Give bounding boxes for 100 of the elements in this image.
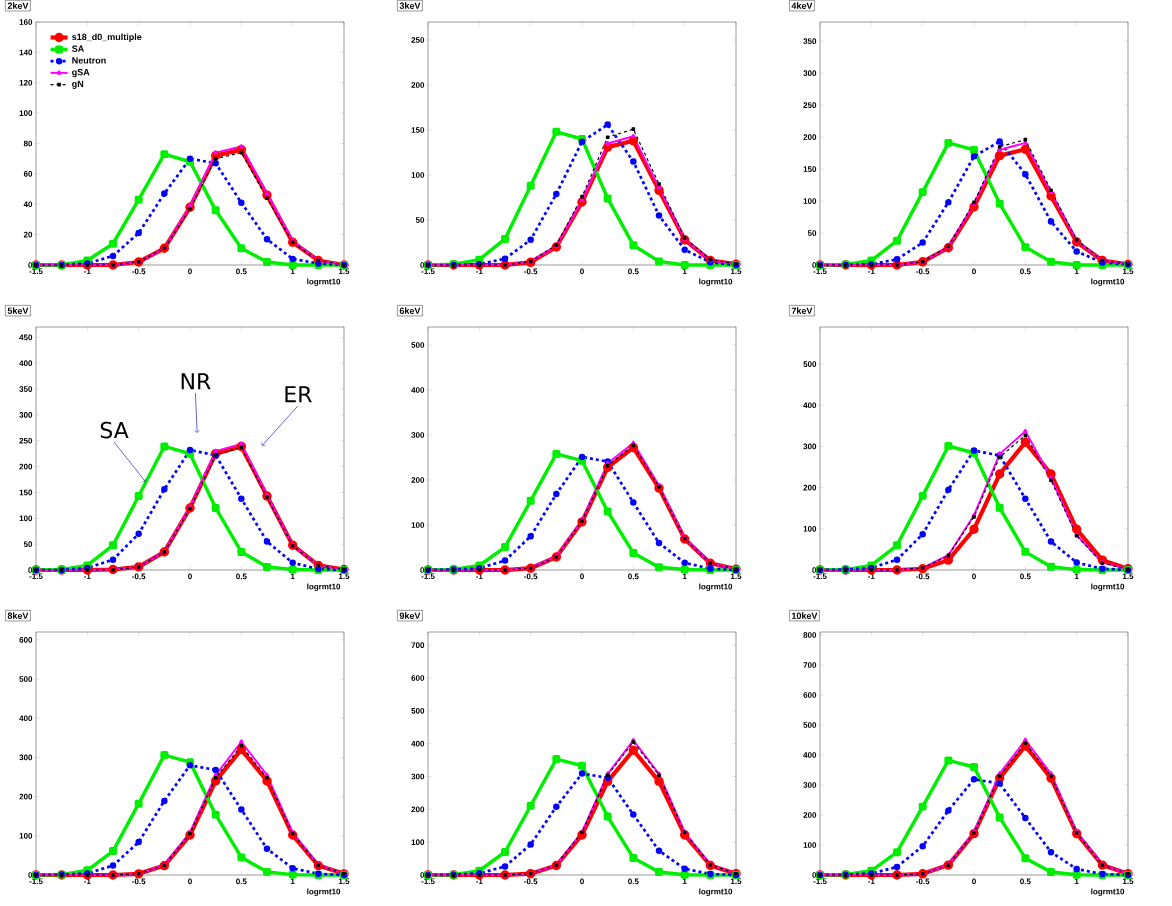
y-tick-label: 100: [803, 198, 817, 204]
x-tick-label: 1.5: [730, 268, 742, 275]
x-tick-label: 0: [188, 573, 192, 580]
y-tick-label: 600: [411, 675, 425, 681]
x-tick-label: -0.5: [916, 268, 930, 275]
chart-title: 8keV: [7, 612, 29, 619]
y-tick-label: 400: [411, 387, 425, 393]
x-tick-label: 0.5: [628, 268, 639, 275]
y-tick-label: 600: [803, 692, 817, 698]
x-tick-label: 1: [290, 878, 295, 885]
x-tick-label: 0: [188, 878, 192, 885]
x-tick-label: 0.5: [628, 878, 639, 885]
y-tick-label: 600: [19, 637, 33, 643]
y-tick-label: 700: [803, 662, 817, 668]
legend-label: gN: [72, 80, 84, 89]
x-axis-title: logrmt10: [307, 583, 341, 592]
y-tick-label: 200: [803, 812, 817, 818]
x-tick-label: -1.5: [29, 268, 43, 275]
x-tick-label: 1: [290, 573, 295, 580]
x-tick-label: 1.5: [730, 573, 742, 580]
x-tick-label: 1.5: [338, 268, 350, 275]
x-tick-label: 0.5: [1020, 573, 1031, 580]
x-tick-label: -0.5: [132, 878, 146, 885]
y-tick-label: 150: [803, 166, 817, 172]
annotation: NR: [181, 373, 211, 390]
y-tick-label: 200: [803, 484, 817, 491]
y-tick-label: 250: [411, 37, 425, 43]
y-tick-label: 200: [411, 82, 425, 88]
x-axis-title: logrmt10: [1091, 583, 1125, 592]
y-tick-label: 100: [411, 839, 425, 845]
x-tick-label: 1: [1074, 573, 1079, 580]
legend-label: gSA: [72, 68, 90, 78]
y-tick-label: 100: [19, 832, 33, 839]
y-tick-label: 0: [812, 567, 817, 573]
y-tick-label: 250: [19, 437, 33, 444]
x-tick-label: -0.5: [132, 268, 146, 275]
y-tick-label: 500: [803, 361, 817, 367]
y-tick-label: 100: [411, 522, 425, 528]
chart-title: 5keV: [7, 307, 29, 314]
x-tick-label: 0.5: [628, 573, 639, 580]
legend-label: Neutron: [72, 57, 106, 64]
y-tick-label: 0: [28, 567, 33, 573]
x-tick-label: -1: [476, 878, 483, 885]
y-tick-label: 120: [19, 79, 33, 86]
y-tick-label: 0: [812, 872, 817, 878]
y-tick-label: 0: [420, 567, 425, 573]
x-tick-label: -1.5: [29, 878, 43, 885]
x-tick-label: 1.5: [1122, 878, 1134, 885]
y-tick-label: 200: [19, 793, 33, 800]
x-tick-label: 1.5: [1122, 573, 1134, 580]
x-tick-label: -1: [84, 878, 91, 885]
x-tick-label: -1: [868, 268, 875, 275]
y-tick-label: 20: [23, 231, 33, 238]
x-tick-label: 0: [972, 268, 976, 275]
x-axis-title: logrmt10: [1091, 888, 1125, 897]
chart-title: 7keV: [791, 307, 813, 314]
y-tick-label: 200: [803, 134, 817, 140]
x-tick-label: -0.5: [132, 573, 146, 580]
y-tick-label: 300: [803, 70, 817, 77]
x-tick-label: 1.5: [730, 878, 742, 885]
x-tick-label: -0.5: [524, 268, 538, 275]
x-tick-label: 1.5: [1122, 268, 1134, 275]
y-tick-label: 100: [19, 110, 33, 116]
chart-title: 9keV: [399, 612, 421, 619]
y-tick-label: 150: [411, 127, 425, 133]
annotation: SA: [100, 421, 129, 439]
y-tick-label: 400: [19, 360, 33, 367]
y-tick-label: 700: [411, 642, 425, 648]
y-tick-label: 200: [411, 477, 425, 483]
x-axis-title: logrmt10: [699, 888, 733, 897]
y-tick-label: 80: [23, 140, 33, 147]
x-tick-label: -1: [868, 573, 875, 580]
y-tick-label: 0: [812, 262, 817, 268]
y-tick-label: 350: [803, 38, 817, 45]
y-tick-label: 500: [411, 707, 425, 714]
y-tick-label: 200: [19, 463, 33, 470]
y-tick-label: 300: [803, 782, 817, 788]
x-tick-label: 0.5: [236, 573, 247, 580]
x-axis-title: logrmt10: [1091, 278, 1125, 287]
x-axis-title: logrmt10: [699, 583, 733, 592]
y-tick-label: 300: [803, 443, 817, 450]
y-tick-label: 300: [411, 773, 425, 780]
y-tick-label: 100: [803, 842, 817, 848]
x-tick-label: 0.5: [236, 878, 247, 885]
x-tick-label: 0: [580, 268, 584, 275]
x-axis-title: logrmt10: [307, 888, 341, 897]
x-tick-label: -1: [84, 573, 91, 580]
y-tick-label: 500: [803, 722, 817, 728]
y-tick-label: 350: [19, 386, 33, 392]
x-tick-label: -1: [868, 878, 875, 885]
x-tick-label: -1.5: [813, 573, 827, 580]
chart-title: 4keV: [791, 2, 813, 9]
x-tick-label: -1.5: [421, 878, 435, 885]
x-tick-label: 0.5: [1020, 878, 1031, 885]
x-axis-title: logrmt10: [699, 278, 733, 287]
x-tick-label: 0: [580, 878, 584, 885]
y-tick-label: 500: [19, 676, 33, 682]
x-axis-title: logrmt10: [307, 278, 341, 287]
chart-title: 10keV: [791, 612, 818, 619]
x-tick-label: -0.5: [916, 573, 930, 580]
